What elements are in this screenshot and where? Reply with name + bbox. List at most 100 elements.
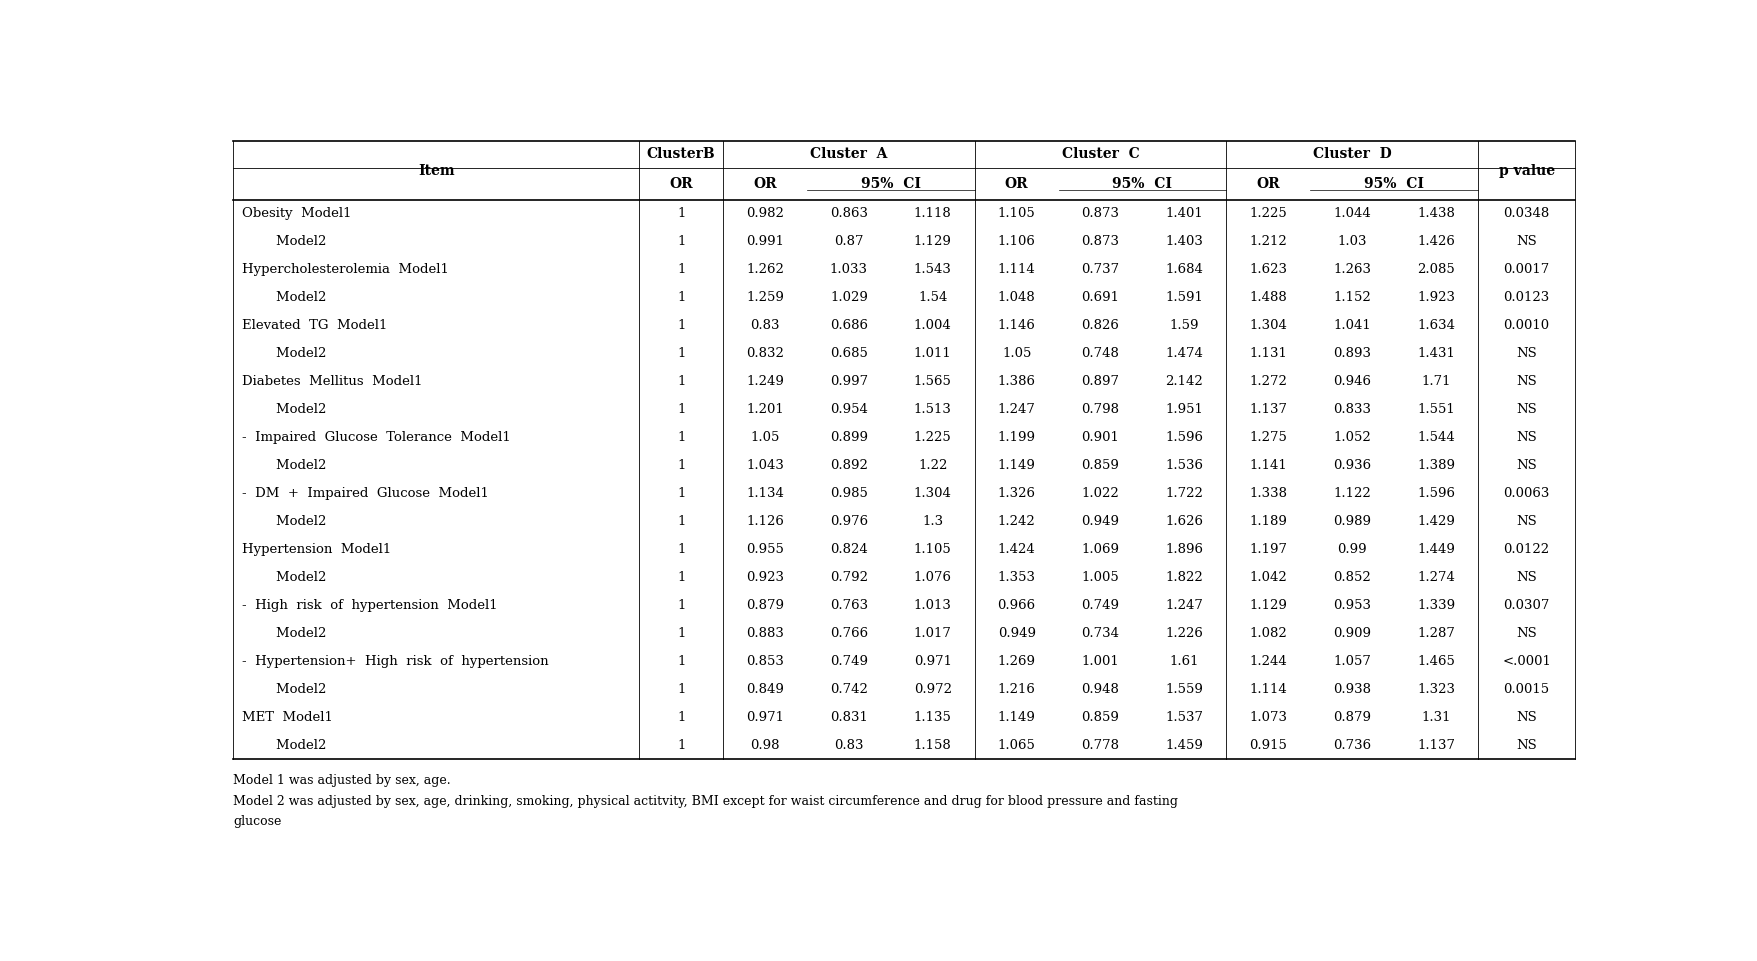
Text: 1.513: 1.513 <box>914 403 951 416</box>
Text: 0.0123: 0.0123 <box>1502 291 1550 305</box>
Text: Model2: Model2 <box>241 403 325 416</box>
Text: -  High  risk  of  hypertension  Model1: - High risk of hypertension Model1 <box>241 599 497 612</box>
Text: 1: 1 <box>676 571 685 584</box>
Text: 0.833: 0.833 <box>1332 403 1370 416</box>
Text: 1.923: 1.923 <box>1416 291 1455 305</box>
Text: 0.954: 0.954 <box>829 403 868 416</box>
Text: 1.274: 1.274 <box>1416 571 1455 584</box>
Text: 1.259: 1.259 <box>745 291 784 305</box>
Text: 0.748: 0.748 <box>1081 347 1119 360</box>
Text: 0.83: 0.83 <box>833 739 863 752</box>
Text: 1.105: 1.105 <box>914 543 951 555</box>
Text: -  Impaired  Glucose  Tolerance  Model1: - Impaired Glucose Tolerance Model1 <box>241 431 510 444</box>
Text: 1.189: 1.189 <box>1249 515 1286 528</box>
Text: MET  Model1: MET Model1 <box>241 710 332 724</box>
Text: 1.339: 1.339 <box>1416 599 1455 612</box>
Text: 0.0015: 0.0015 <box>1502 682 1550 696</box>
Text: 95%  CI: 95% CI <box>1112 177 1172 191</box>
Text: 1.044: 1.044 <box>1332 208 1370 220</box>
Text: 1.029: 1.029 <box>829 291 868 305</box>
Text: NS: NS <box>1516 431 1536 444</box>
Text: 1.61: 1.61 <box>1168 654 1198 668</box>
Text: 0.893: 0.893 <box>1332 347 1370 360</box>
Text: 0.0017: 0.0017 <box>1502 263 1550 277</box>
Text: -  DM  +  Impaired  Glucose  Model1: - DM + Impaired Glucose Model1 <box>241 487 488 500</box>
Text: 0.909: 0.909 <box>1332 627 1370 640</box>
Text: 1.353: 1.353 <box>998 571 1035 584</box>
Text: 1.3: 1.3 <box>922 515 944 528</box>
Text: 0.734: 0.734 <box>1081 627 1119 640</box>
Text: 0.98: 0.98 <box>750 739 780 752</box>
Text: Model2: Model2 <box>241 235 325 248</box>
Text: 0.901: 0.901 <box>1081 431 1119 444</box>
Text: NS: NS <box>1516 571 1536 584</box>
Text: glucose: glucose <box>234 815 281 828</box>
Text: 1.551: 1.551 <box>1416 403 1455 416</box>
Text: NS: NS <box>1516 627 1536 640</box>
Text: Hypertension  Model1: Hypertension Model1 <box>241 543 390 555</box>
Text: NS: NS <box>1516 515 1536 528</box>
Text: 1.403: 1.403 <box>1165 235 1204 248</box>
Text: 0.0122: 0.0122 <box>1502 543 1550 555</box>
Text: 1.722: 1.722 <box>1165 487 1204 500</box>
Text: 1: 1 <box>676 459 685 472</box>
Text: 1.247: 1.247 <box>998 403 1035 416</box>
Text: 1.017: 1.017 <box>914 627 951 640</box>
Text: 1.459: 1.459 <box>1165 739 1204 752</box>
Text: 1.05: 1.05 <box>750 431 780 444</box>
Text: 0.949: 0.949 <box>1081 515 1119 528</box>
Text: 1.71: 1.71 <box>1420 375 1450 388</box>
Text: 1.684: 1.684 <box>1165 263 1204 277</box>
Text: 1.141: 1.141 <box>1249 459 1286 472</box>
Text: 1.401: 1.401 <box>1165 208 1202 220</box>
Text: 1: 1 <box>676 654 685 668</box>
Text: 0.83: 0.83 <box>750 319 780 333</box>
Text: 1.626: 1.626 <box>1165 515 1204 528</box>
Text: 0.923: 0.923 <box>745 571 784 584</box>
Text: 0.831: 0.831 <box>829 710 868 724</box>
Text: 0.685: 0.685 <box>829 347 868 360</box>
Text: 1.042: 1.042 <box>1249 571 1286 584</box>
Text: Cluster  D: Cluster D <box>1312 147 1392 161</box>
Text: 1: 1 <box>676 710 685 724</box>
Text: 0.792: 0.792 <box>829 571 868 584</box>
Text: 1.137: 1.137 <box>1249 403 1286 416</box>
Text: 0.879: 0.879 <box>1332 710 1370 724</box>
Text: 0.853: 0.853 <box>745 654 784 668</box>
Text: Model2: Model2 <box>241 571 325 584</box>
Text: 1.201: 1.201 <box>745 403 784 416</box>
Text: 0.824: 0.824 <box>829 543 868 555</box>
Text: 0.859: 0.859 <box>1081 459 1119 472</box>
Text: 0.899: 0.899 <box>829 431 868 444</box>
Text: 1: 1 <box>676 347 685 360</box>
Text: NS: NS <box>1516 235 1536 248</box>
Text: ClusterB: ClusterB <box>647 147 715 161</box>
Text: 0.859: 0.859 <box>1081 710 1119 724</box>
Text: -  Hypertension+  High  risk  of  hypertension: - Hypertension+ High risk of hypertensio… <box>241 654 548 668</box>
Text: 1.069: 1.069 <box>1081 543 1119 555</box>
Text: 1.822: 1.822 <box>1165 571 1202 584</box>
Text: 1.076: 1.076 <box>914 571 951 584</box>
Text: 0.736: 0.736 <box>1332 739 1370 752</box>
Text: 0.849: 0.849 <box>745 682 784 696</box>
Text: Model2: Model2 <box>241 291 325 305</box>
Text: 1.065: 1.065 <box>998 739 1035 752</box>
Text: 1.082: 1.082 <box>1249 627 1286 640</box>
Text: 1.118: 1.118 <box>914 208 951 220</box>
Text: 1.225: 1.225 <box>1249 208 1286 220</box>
Text: OR: OR <box>1005 177 1028 191</box>
Text: 2.142: 2.142 <box>1165 375 1202 388</box>
Text: 1.304: 1.304 <box>914 487 951 500</box>
Text: 1.438: 1.438 <box>1416 208 1455 220</box>
Text: 1.249: 1.249 <box>745 375 784 388</box>
Text: 1.263: 1.263 <box>1332 263 1370 277</box>
Text: 0.879: 0.879 <box>745 599 784 612</box>
Text: 0.948: 0.948 <box>1081 682 1119 696</box>
Text: 0.852: 0.852 <box>1332 571 1370 584</box>
Text: 1.565: 1.565 <box>914 375 951 388</box>
Text: NS: NS <box>1516 739 1536 752</box>
Text: 1: 1 <box>676 208 685 220</box>
Text: 1.057: 1.057 <box>1332 654 1370 668</box>
Text: 0.0307: 0.0307 <box>1502 599 1550 612</box>
Text: 1.001: 1.001 <box>1081 654 1119 668</box>
